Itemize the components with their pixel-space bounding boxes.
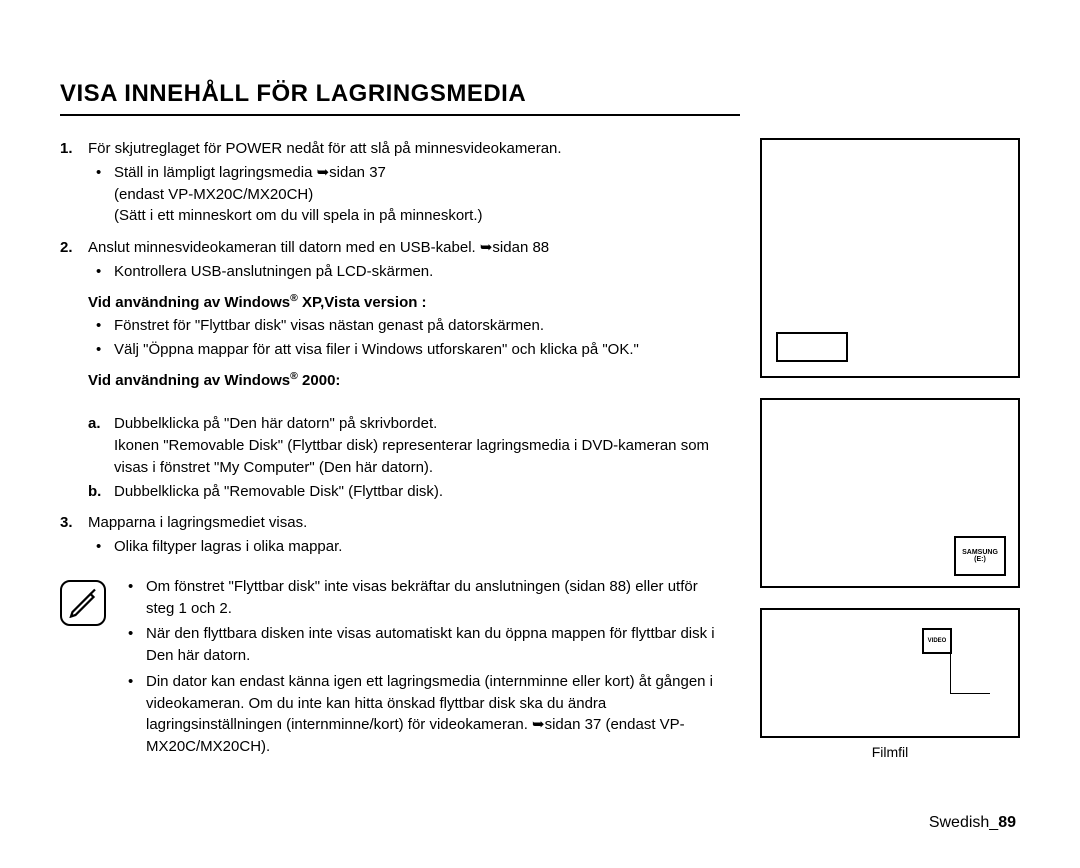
step-1-bullet-1: Ställ in lämpligt lagringsmedia ➥sidan 3… [114,162,728,227]
step-2-bullet-1: Kontrollera USB-anslutningen på LCD-skär… [114,261,728,283]
xp-bullet-1: Fönstret för "Flyttbar disk" visas nästa… [114,315,728,337]
step-3-number: 3. [60,512,73,534]
panel-removable-disk-dialog [760,138,1020,378]
step-3-text: Mapparna i lagringsmediet visas. [88,514,307,531]
page-footer: Swedish_89 [929,814,1016,832]
page-heading: VISA INNEHÅLL FÖR LAGRINGSMEDIA [60,80,740,116]
w2k-heading: Vid användning av Windows® 2000: [88,369,728,392]
callout-line [950,654,970,694]
step-1-text: För skjutreglaget för POWER nedåt för at… [88,140,562,157]
step-1: 1. För skjutreglaget för POWER nedåt för… [60,138,728,227]
note-block: Om fönstret "Flyttbar disk" inte visas b… [60,576,728,762]
panel-my-computer: SAMSUNG (E:) [760,398,1020,588]
panel-caption: Filmfil [760,744,1020,760]
w2k-a: a.Dubbelklicka på "Den här datorn" på sk… [114,392,728,479]
side-column: SAMSUNG (E:) VIDEO Filmfil [760,138,1020,762]
note-icon [60,580,106,626]
panel-video-folder: VIDEO [760,608,1020,738]
xp-bullet-2: Välj "Öppna mappar för att visa filer i … [114,339,728,361]
step-2-number: 2. [60,237,73,259]
note-2: När den flyttbara disken inte visas auto… [146,623,728,667]
note-3: Din dator kan endast känna igen ett lagr… [146,671,728,758]
note-1: Om fönstret "Flyttbar disk" inte visas b… [146,576,728,620]
video-folder-icon: VIDEO [922,628,952,654]
xp-heading: Vid användning av Windows® XP,Vista vers… [88,291,728,314]
step-1-number: 1. [60,138,73,160]
w2k-b: b.Dubbelklicka på "Removable Disk" (Flyt… [114,481,728,503]
step-3-bullet-1: Olika filtyper lagras i olika mappar. [114,536,728,558]
step-2-text: Anslut minnesvideokameran till datorn me… [88,239,549,256]
step-3: 3. Mapparna i lagringsmediet visas. Olik… [60,512,728,558]
step-2: 2. Anslut minnesvideokameran till datorn… [60,237,728,502]
dialog-window-icon [776,332,848,362]
text-column: 1. För skjutreglaget för POWER nedåt för… [60,138,728,762]
removable-disk-icon: SAMSUNG (E:) [954,536,1006,576]
